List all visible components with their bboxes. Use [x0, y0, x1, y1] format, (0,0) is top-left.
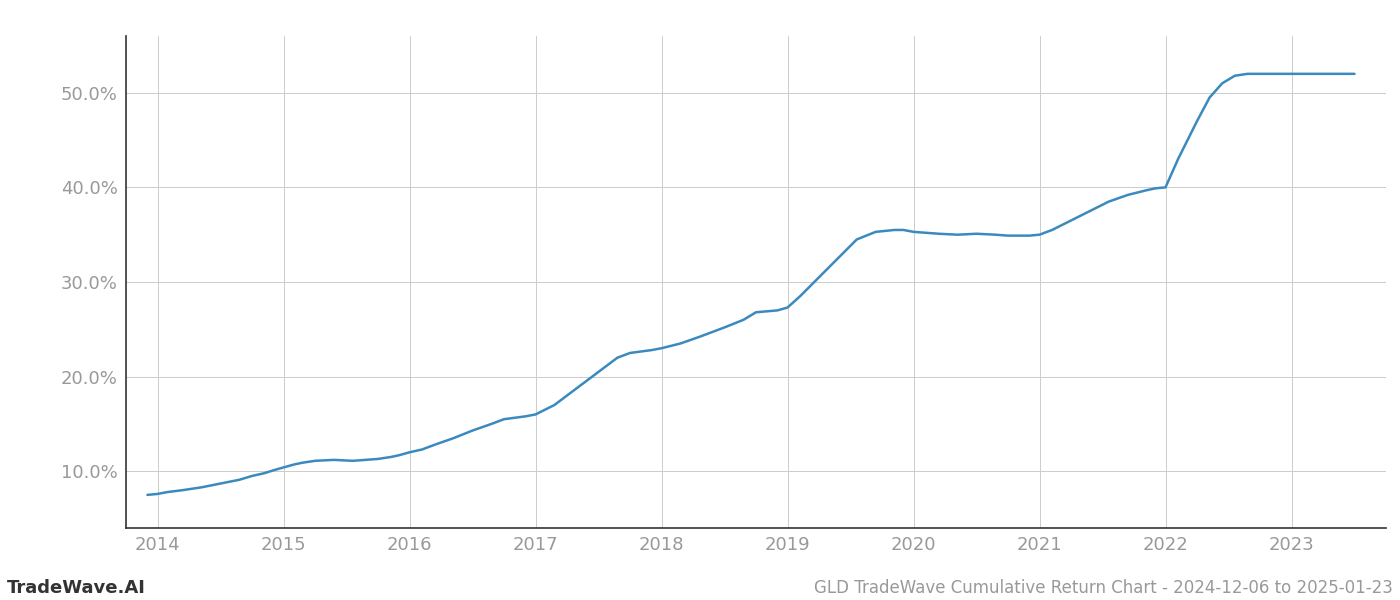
Text: TradeWave.AI: TradeWave.AI: [7, 579, 146, 597]
Text: GLD TradeWave Cumulative Return Chart - 2024-12-06 to 2025-01-23: GLD TradeWave Cumulative Return Chart - …: [815, 579, 1393, 597]
